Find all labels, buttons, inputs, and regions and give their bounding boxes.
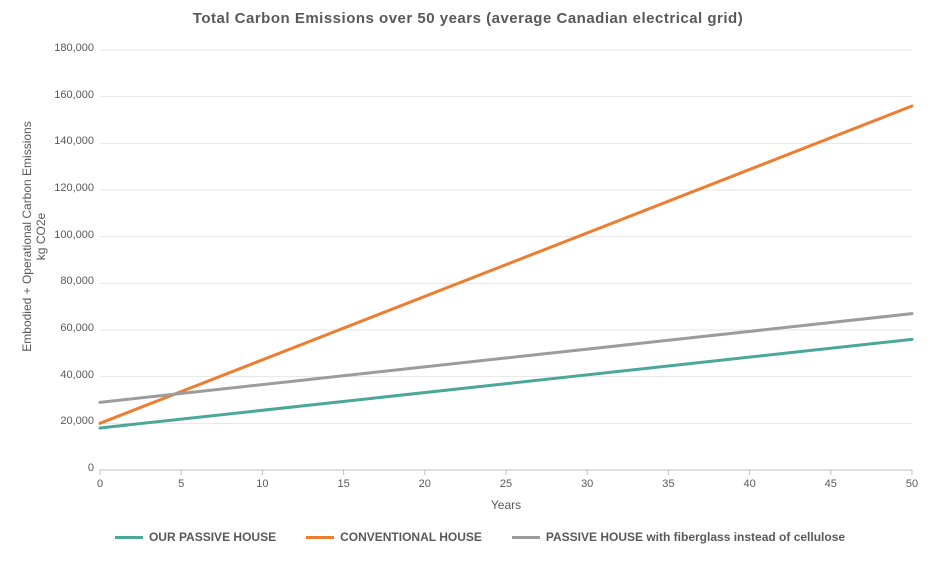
x-tick-label: 5 <box>166 478 196 490</box>
y-tick-label: 100,000 <box>34 229 94 241</box>
legend-label: PASSIVE HOUSE with fiberglass instead of… <box>546 530 845 544</box>
x-tick-label: 0 <box>85 478 115 490</box>
y-tick-label: 120,000 <box>34 182 94 194</box>
legend-label: OUR PASSIVE HOUSE <box>149 530 276 544</box>
legend-item: OUR PASSIVE HOUSE <box>115 530 276 544</box>
carbon-emissions-chart: Total Carbon Emissions over 50 years (av… <box>0 0 936 574</box>
legend-item: CONVENTIONAL HOUSE <box>306 530 482 544</box>
legend-swatch <box>306 536 334 539</box>
x-axis <box>100 470 912 475</box>
y-tick-label: 40,000 <box>34 369 94 381</box>
plot-area <box>100 50 912 470</box>
x-tick-label: 20 <box>410 478 440 490</box>
series-lines <box>100 106 912 428</box>
series-line <box>100 106 912 423</box>
series-line <box>100 314 912 403</box>
legend-item: PASSIVE HOUSE with fiberglass instead of… <box>512 530 845 544</box>
x-tick-label: 40 <box>735 478 765 490</box>
legend-swatch <box>512 536 540 539</box>
y-tick-label: 180,000 <box>34 42 94 54</box>
x-tick-label: 45 <box>816 478 846 490</box>
x-tick-label: 50 <box>897 478 927 490</box>
y-tick-label: 0 <box>34 462 94 474</box>
chart-legend: OUR PASSIVE HOUSE CONVENTIONAL HOUSE PASSI… <box>80 530 880 544</box>
y-tick-label: 20,000 <box>34 415 94 427</box>
x-tick-label: 30 <box>572 478 602 490</box>
y-grid <box>100 50 912 470</box>
y-tick-label: 140,000 <box>34 135 94 147</box>
x-tick-label: 35 <box>653 478 683 490</box>
chart-title: Total Carbon Emissions over 50 years (av… <box>0 10 936 27</box>
x-tick-label: 25 <box>491 478 521 490</box>
y-tick-label: 80,000 <box>34 275 94 287</box>
series-line <box>100 339 912 428</box>
x-tick-label: 15 <box>329 478 359 490</box>
legend-label: CONVENTIONAL HOUSE <box>340 530 482 544</box>
y-tick-label: 160,000 <box>34 89 94 101</box>
x-tick-label: 10 <box>247 478 277 490</box>
x-axis-label: Years <box>456 498 556 512</box>
legend-swatch <box>115 536 143 539</box>
y-tick-label: 60,000 <box>34 322 94 334</box>
